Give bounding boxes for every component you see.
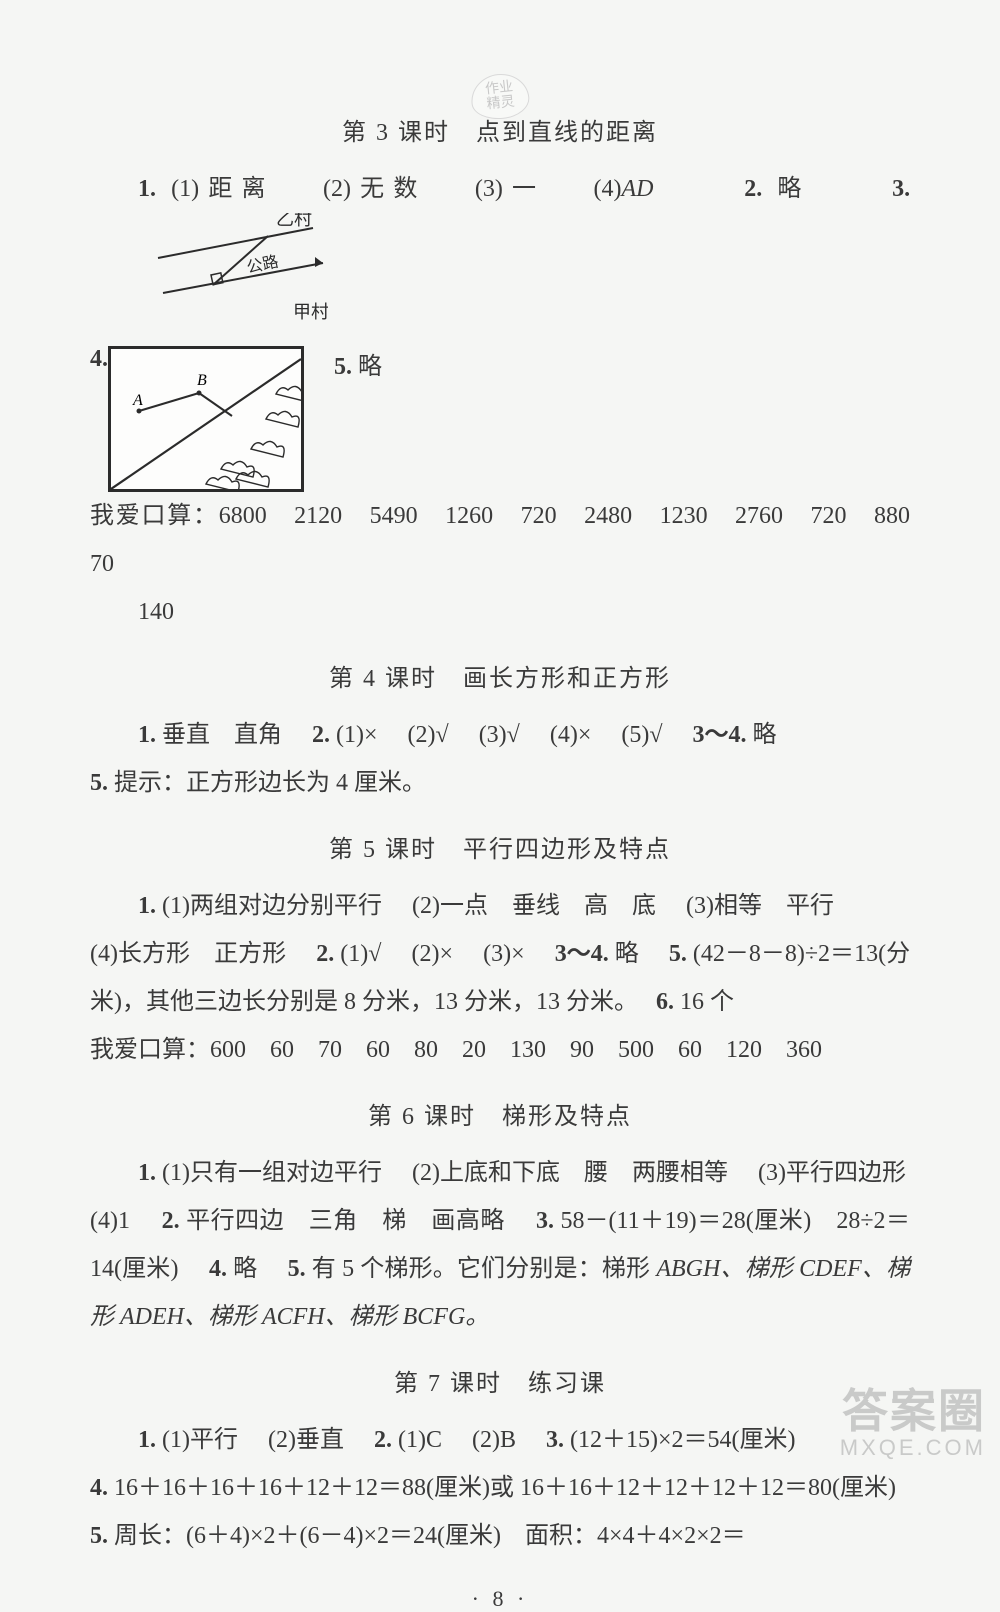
l5q6: 16 个	[680, 989, 734, 1015]
q1-3n: (3)	[475, 176, 503, 202]
watermark-l2: MXQE.COM	[840, 1435, 986, 1461]
l5q34: 略	[615, 941, 639, 967]
svg-text:B: B	[197, 372, 207, 389]
svg-text:乙村: 乙村	[276, 213, 312, 229]
l7q2n: 2.	[374, 1427, 392, 1453]
l7q3n: 3.	[546, 1427, 564, 1453]
l5q2-3: (3)×	[483, 941, 525, 967]
l6q5a: 有 5 个梯形。它们分别是：梯形	[312, 1256, 657, 1282]
l5q1-3: (3)相等 平行	[686, 893, 834, 919]
q5-num: 5.	[334, 354, 352, 380]
svg-text:A: A	[132, 392, 143, 409]
l6q1-4: (4)1	[90, 1208, 130, 1234]
q1-1: 距离	[199, 176, 275, 202]
l5q6n: 6.	[656, 989, 674, 1015]
l6q5n: 5.	[288, 1256, 306, 1282]
q1-2: 无数	[351, 176, 427, 202]
q1-4: AD	[622, 176, 654, 202]
l7q3: (12＋15)×2＝54(厘米)	[570, 1427, 796, 1453]
l7q4n: 4.	[90, 1475, 108, 1501]
svg-text:甲村: 甲村	[293, 302, 328, 322]
l6q1-1: (1)只有一组对边平行	[162, 1160, 382, 1186]
q4-num: 4.	[90, 346, 108, 372]
l5q5n: 5.	[669, 941, 687, 967]
lesson7-line1: 1. (1)平行 (2)垂直 2. (1)C (2)B 3. (12＋15)×2…	[90, 1416, 910, 1464]
l4q5: 提示：正方形边长为 4 厘米。	[114, 770, 426, 796]
q1-num: 1.	[138, 176, 156, 202]
l7q4: 16＋16＋16＋16＋12＋12＝88(厘米)或 16＋16＋12＋12＋12…	[114, 1475, 896, 1501]
lesson5-line1: 1. (1)两组对边分别平行 (2)一点 垂线 高 底 (3)相等 平行	[90, 882, 910, 930]
l5q1-4: (4)长方形 正方形	[90, 941, 286, 967]
l5ks-label: 我爱口算：	[90, 1037, 210, 1063]
watermark-l1: 答案圈	[840, 1375, 986, 1441]
lesson4-title: 第 4 课时 画长方形和正方形	[90, 658, 910, 693]
l5q1n: 1.	[138, 893, 156, 919]
q3-num: 3.	[892, 176, 910, 202]
lesson5-line2: (4)长方形 正方形 2. (1)√ (2)× (3)× 3～4. 略 5. (…	[90, 930, 910, 1026]
l7q5: 周长：(6＋4)×2＋(6－4)×2＝24(厘米) 面积：4×4＋4×2×2＝	[114, 1523, 746, 1549]
l4q1n: 1.	[138, 722, 156, 748]
q4-diagram: A B	[108, 346, 304, 492]
l4q34: 略	[753, 722, 777, 748]
lesson7-title: 第 7 课时 练习课	[90, 1363, 910, 1398]
l7q2-1: (1)C	[398, 1427, 442, 1453]
l6q1n: 1.	[138, 1160, 156, 1186]
l4q2-3: (3)√	[479, 722, 520, 748]
ks-label: 我爱口算：	[90, 503, 219, 529]
lesson3-q1-line: 1. (1)距离 (2)无数 (3)一 (4)AD 2. 略 3. 乙村 公路 …	[90, 165, 910, 340]
page-number: · 8 ·	[90, 1586, 910, 1612]
l5q34n: 3～4.	[555, 941, 609, 967]
q2-num: 2.	[744, 176, 762, 202]
l6q3n: 3.	[536, 1208, 554, 1234]
l4q34n: 3～4.	[693, 722, 747, 748]
l4q2-1: (1)×	[336, 722, 378, 748]
l5q2-1: (1)√	[340, 941, 381, 967]
l4q2n: 2.	[312, 722, 330, 748]
l5q1-2: (2)一点 垂线 高 底	[412, 893, 656, 919]
l5q2-2: (2)×	[411, 941, 453, 967]
l6q4n: 4.	[209, 1256, 227, 1282]
lesson3-q4-row: 4. A B	[90, 346, 910, 492]
l4q2-2: (2)√	[408, 722, 449, 748]
svg-text:公路: 公路	[245, 253, 280, 277]
l4q2-5: (5)√	[621, 722, 662, 748]
lesson3-kousuan2: 140	[90, 588, 910, 636]
l4q2-4: (4)×	[550, 722, 592, 748]
lesson7-line2: 4. 16＋16＋16＋16＋12＋12＝88(厘米)或 16＋16＋12＋12…	[90, 1464, 910, 1560]
l6q1-2: (2)上底和下底 腰 两腰相等	[412, 1160, 728, 1186]
q1-2n: (2)	[323, 176, 351, 202]
lesson6-title: 第 6 课时 梯形及特点	[90, 1096, 910, 1131]
l6q4: 略	[233, 1256, 257, 1282]
l7q2-2: (2)B	[472, 1427, 516, 1453]
q1-3: 一	[503, 176, 545, 202]
l6q2: 平行四边 三角 梯 画高略	[186, 1208, 505, 1234]
l5ks: 600 60 70 60 80 20 130 90 500 60 120 360	[210, 1037, 822, 1063]
l7q1-2: (2)垂直	[268, 1427, 344, 1453]
q3-diagram: 乙村 公路 甲村	[100, 213, 328, 340]
lesson3-title: 第 3 课时 点到直线的距离	[90, 112, 910, 147]
lesson4-line2: 5. 提示：正方形边长为 4 厘米。	[90, 759, 910, 807]
l6q2n: 2.	[162, 1208, 180, 1234]
q5: 略	[358, 354, 382, 380]
l6q1-3: (3)平行四边形	[758, 1160, 906, 1186]
lesson6-line1: 1. (1)只有一组对边平行 (2)上底和下底 腰 两腰相等 (3)平行四边形 …	[90, 1149, 910, 1341]
watermark: 答案圈 MXQE.COM	[840, 1375, 986, 1461]
l7q5n: 5.	[90, 1523, 108, 1549]
l4q5n: 5.	[90, 770, 108, 796]
lesson5-ks: 我爱口算：600 60 70 60 80 20 130 90 500 60 12…	[90, 1026, 910, 1074]
q1-4n: (4)	[594, 176, 622, 202]
l7q1n: 1.	[138, 1427, 156, 1453]
q2: 略	[777, 176, 810, 202]
l4q1: 垂直 直角	[162, 722, 282, 748]
l7q1-1: (1)平行	[162, 1427, 238, 1453]
l5q2n: 2.	[316, 941, 334, 967]
lesson4-line1: 1. 垂直 直角 2. (1)× (2)√ (3)√ (4)× (5)√ 3～4…	[90, 711, 910, 759]
page-content: 第 3 课时 点到直线的距离 1. (1)距离 (2)无数 (3)一 (4)AD…	[90, 90, 910, 1612]
q1-1n: (1)	[171, 176, 199, 202]
l5q1-1: (1)两组对边分别平行	[162, 893, 382, 919]
lesson5-title: 第 5 课时 平行四边形及特点	[90, 829, 910, 864]
lesson3-kousuan1: 我爱口算：6800 2120 5490 1260 720 2480 1230 2…	[90, 492, 910, 588]
